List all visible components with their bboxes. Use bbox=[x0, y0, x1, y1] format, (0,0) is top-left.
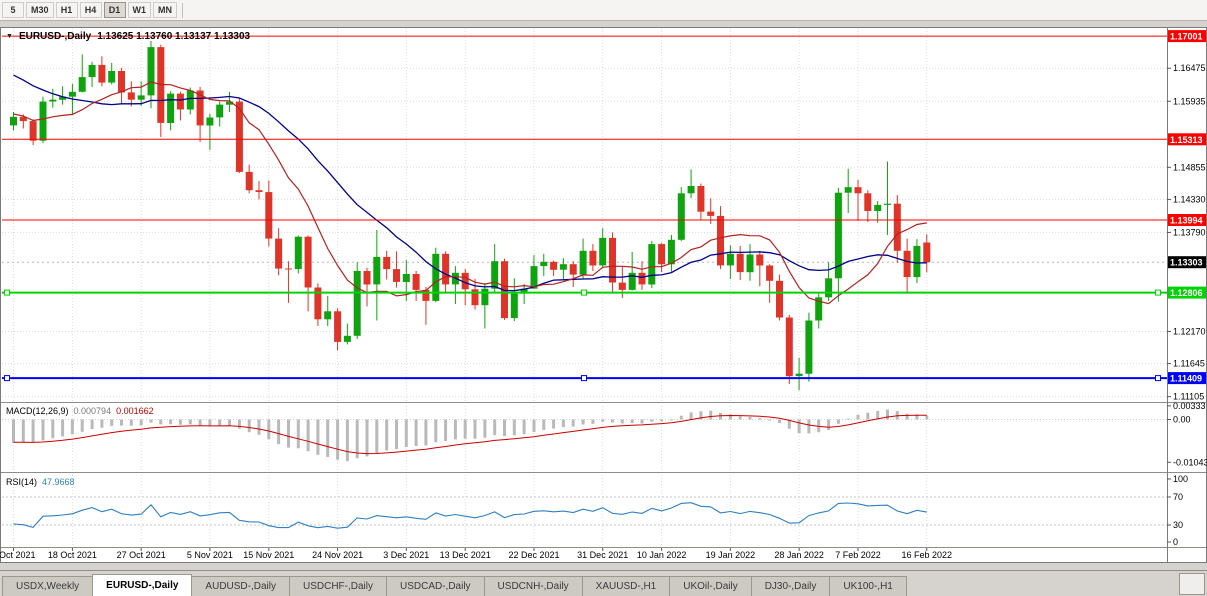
ma-fast-line bbox=[13, 81, 927, 305]
x-axis-date-label: 10 Jan 2022 bbox=[637, 550, 687, 560]
hline-handle[interactable] bbox=[1155, 289, 1161, 296]
chart-menu-icon[interactable]: ▼ bbox=[6, 32, 13, 40]
macd-axis-label: 0.00333 bbox=[1173, 401, 1206, 411]
svg-text:1.13303: 1.13303 bbox=[1170, 258, 1203, 268]
rsi-name: RSI(14) bbox=[6, 477, 38, 487]
timeframe-button-D1[interactable]: D1 bbox=[103, 2, 126, 18]
hline-handle[interactable] bbox=[4, 289, 10, 296]
chart-tab-USDCAD-,Daily[interactable]: USDCAD-,Daily bbox=[385, 576, 485, 596]
chart-tab-UKOil-,Daily[interactable]: UKOil-,Daily bbox=[669, 576, 752, 596]
hline-handle[interactable] bbox=[581, 375, 587, 382]
x-axis-date-label: 16 Feb 2022 bbox=[902, 550, 953, 560]
hline-handle[interactable] bbox=[4, 375, 10, 382]
y-axis-label: 1.14855 bbox=[1173, 162, 1206, 172]
chart-tab-UK100-,H1[interactable]: UK100-,H1 bbox=[829, 576, 907, 596]
x-axis-date-label: 24 Nov 2021 bbox=[312, 550, 363, 560]
macd-name: MACD(12,26,9) bbox=[6, 406, 69, 416]
macd-main-value: 0.000794 bbox=[73, 406, 112, 416]
y-axis-label: 1.12170 bbox=[1173, 327, 1206, 337]
price-badge-1.17001 bbox=[1168, 30, 1206, 43]
y-axis-label: 1.11645 bbox=[1173, 359, 1205, 369]
x-axis-date-label: 3 Dec 2021 bbox=[383, 550, 429, 560]
price-badge-1.13994 bbox=[1168, 214, 1206, 226]
svg-text:1.13994: 1.13994 bbox=[1170, 216, 1203, 226]
x-axis-date-label: 8 Oct 2021 bbox=[0, 550, 36, 560]
y-axis-label: 1.15935 bbox=[1173, 96, 1206, 106]
chart-tab-EURUSD-,Daily[interactable]: EURUSD-,Daily bbox=[92, 574, 193, 596]
timeframe-toolbar: 5 M30 H1 H4 D1 W1 MN bbox=[0, 0, 1207, 21]
current-price-badge bbox=[1168, 256, 1206, 269]
price-badge-1.11409 bbox=[1168, 372, 1206, 385]
x-axis-date-label: 18 Oct 2021 bbox=[48, 550, 97, 560]
x-axis-date-label: 22 Dec 2021 bbox=[508, 550, 559, 560]
y-axis-label: 1.16475 bbox=[1173, 63, 1206, 73]
rsi-value: 47.9668 bbox=[42, 477, 75, 487]
svg-text:1.15313: 1.15313 bbox=[1170, 135, 1203, 145]
macd-axis-label: 0.00 bbox=[1173, 415, 1191, 425]
chart-symbol-period: EURUSD-,Daily bbox=[18, 31, 92, 42]
timeframe-button-H1[interactable]: H1 bbox=[55, 2, 78, 18]
chart-tab-bar: USDX,Weekly EURUSD-,Daily AUDUSD-,Daily USD… bbox=[0, 570, 1207, 596]
rsi-axis-label: 100 bbox=[1173, 474, 1188, 484]
timeframe-button-H4[interactable]: H4 bbox=[79, 2, 102, 18]
x-axis-date-label: 19 Jan 2022 bbox=[706, 550, 756, 560]
x-axis-date-label: 13 Dec 2021 bbox=[440, 550, 491, 560]
chart-tab-DJ30-,Daily[interactable]: DJ30-,Daily bbox=[750, 576, 831, 596]
svg-text:1.12806: 1.12806 bbox=[1170, 288, 1203, 298]
ma-slow-line bbox=[13, 74, 927, 292]
price-badge-1.15313 bbox=[1168, 133, 1206, 146]
macd-histogram bbox=[12, 409, 929, 462]
price-badge-1.12806 bbox=[1168, 286, 1206, 299]
rsi-label: RSI(14) 47.9668 bbox=[6, 477, 75, 487]
rsi-axis-label: 0 bbox=[1173, 537, 1178, 547]
rsi-axis-label: 30 bbox=[1173, 520, 1183, 530]
rsi-axis-label: 70 bbox=[1173, 492, 1183, 502]
timeframe-button-5[interactable]: 5 bbox=[2, 2, 24, 18]
hline-handle[interactable] bbox=[1155, 375, 1161, 382]
chart-tab-USDCHF-,Daily[interactable]: USDCHF-,Daily bbox=[288, 576, 387, 596]
svg-text:1.17001: 1.17001 bbox=[1170, 32, 1203, 42]
chart-title: ▼ EURUSD-,Daily 1.13625 1.13760 1.13137 … bbox=[6, 31, 250, 42]
y-axis-label: 1.14330 bbox=[1173, 194, 1206, 204]
x-axis-date-label: 7 Feb 2022 bbox=[835, 550, 881, 560]
timeframe-button-M30[interactable]: M30 bbox=[26, 2, 54, 18]
candles bbox=[10, 41, 931, 391]
y-axis-label: 1.13790 bbox=[1173, 227, 1206, 237]
y-axis-label: 1.11105 bbox=[1173, 392, 1204, 402]
chart-tab-USDX,Weekly[interactable]: USDX,Weekly bbox=[2, 576, 94, 596]
rsi-line bbox=[13, 502, 927, 529]
chart-tab-AUDUSD-,Daily[interactable]: AUDUSD-,Daily bbox=[191, 576, 290, 596]
macd-label: MACD(12,26,9) 0.000794 0.001662 bbox=[6, 406, 154, 416]
toolbar-separator bbox=[182, 2, 184, 18]
x-axis-date-label: 31 Dec 2021 bbox=[577, 550, 628, 560]
chart-tab-XAUUSD-,H1[interactable]: XAUUSD-,H1 bbox=[581, 576, 671, 596]
timeframe-button-W1[interactable]: W1 bbox=[127, 2, 152, 18]
macd-signal-line bbox=[13, 414, 927, 455]
x-axis-date-label: 28 Jan 2022 bbox=[774, 550, 824, 560]
x-axis-date-label: 5 Nov 2021 bbox=[187, 550, 233, 560]
macd-signal-value: 0.001662 bbox=[116, 406, 154, 416]
price-chart[interactable]: 1.16475 1.15935 1.14855 1.14330 1.13790 1.121… bbox=[0, 0, 1207, 570]
window-resize-corner bbox=[1179, 573, 1205, 595]
chart-tab-USDCNH-,Daily[interactable]: USDCNH-,Daily bbox=[483, 576, 583, 596]
timeframe-button-MN[interactable]: MN bbox=[153, 2, 178, 18]
hline-handle[interactable] bbox=[581, 289, 587, 296]
macd-axis-label: -0.01043 bbox=[1173, 457, 1207, 467]
x-axis-date-label: 15 Nov 2021 bbox=[243, 550, 294, 560]
svg-text:1.11409: 1.11409 bbox=[1170, 374, 1202, 384]
x-axis-date-label: 27 Oct 2021 bbox=[117, 550, 166, 560]
chart-ohlc-values: 1.13625 1.13760 1.13137 1.13303 bbox=[97, 31, 251, 42]
